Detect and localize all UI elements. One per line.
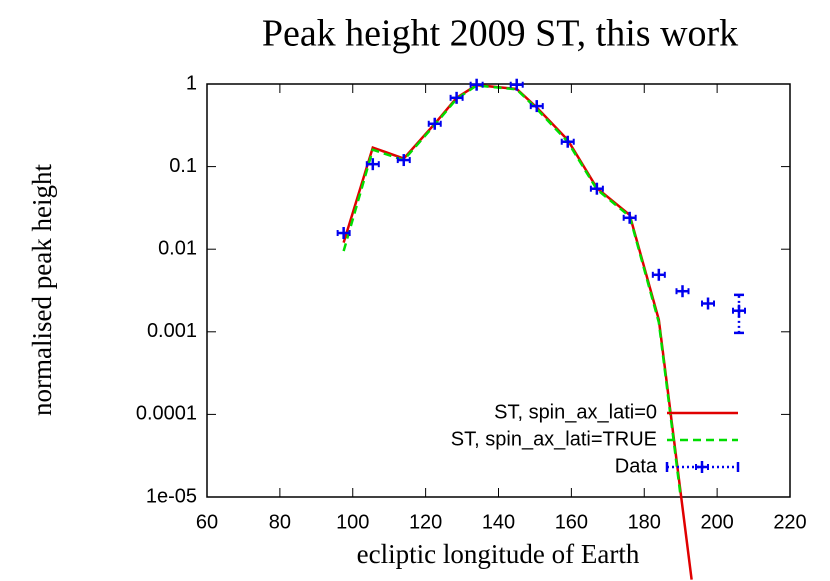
x-axis-label: ecliptic longitude of Earth: [357, 539, 640, 569]
legend-label: Data: [615, 455, 658, 477]
x-tick-label: 200: [700, 511, 733, 533]
chart-title: Peak height 2009 ST, this work: [262, 13, 738, 55]
data-point: [675, 285, 690, 298]
y-tick-label: 0.01: [158, 237, 197, 259]
y-tick-label: 0.001: [147, 320, 197, 342]
data-point: [651, 268, 666, 281]
data-point: [701, 297, 716, 310]
data-point: [365, 158, 380, 171]
data-point: [469, 78, 484, 91]
legend-label: ST, spin_ax_lati=TRUE: [451, 428, 657, 450]
x-tick-label: 180: [628, 511, 661, 533]
data-point: [449, 91, 464, 104]
legend-swatch: [695, 461, 709, 473]
y-tick-label: 0.1: [169, 155, 197, 177]
data-point: [560, 135, 575, 148]
x-tick-label: 220: [773, 511, 806, 533]
data-point: [589, 182, 604, 195]
plot-area: [336, 78, 746, 580]
y-axis-label: normalised peak height: [27, 164, 57, 416]
data-point: [529, 100, 544, 113]
legend-label: ST, spin_ax_lati=0: [494, 401, 657, 423]
data-point: [427, 117, 442, 130]
x-tick-label: 80: [269, 511, 291, 533]
data-point: [396, 154, 411, 167]
data-point: [336, 227, 351, 240]
x-tick-label: 160: [555, 511, 588, 533]
x-tick-label: 60: [196, 511, 218, 533]
x-tick-label: 140: [482, 511, 515, 533]
x-tick-label: 120: [409, 511, 442, 533]
data-point: [509, 78, 524, 91]
data-point: [731, 304, 746, 317]
y-tick-label: 1e-05: [146, 485, 197, 507]
y-tick-label: 1: [186, 72, 197, 94]
x-tick-label: 100: [336, 511, 369, 533]
data-point: [622, 211, 637, 224]
series-line: [342, 83, 693, 580]
y-tick-label: 0.0001: [136, 403, 197, 425]
